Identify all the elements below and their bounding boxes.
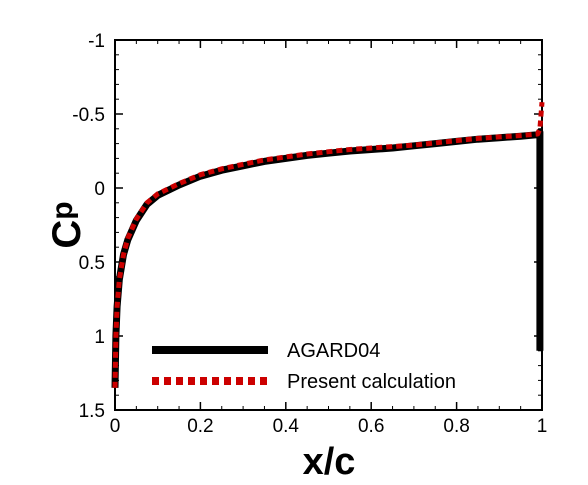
- x-axis-label: x/c: [303, 441, 356, 483]
- axis-tick-labels: 0 0.2 0.4 0.6 0.8 1 -1 -0.5 0 0.5 1 1.5: [72, 31, 547, 437]
- y-axis-label: Cp: [45, 201, 89, 248]
- y-tick-label: 0.5: [79, 253, 105, 274]
- y-tick-label: 1: [94, 327, 105, 348]
- x-tick-label: 0.6: [358, 416, 384, 437]
- legend: AGARD04 Present calculation: [152, 340, 456, 393]
- y-tick-label: -0.5: [72, 105, 105, 126]
- legend-label-agard04: AGARD04: [287, 340, 380, 362]
- x-tick-label: 0.2: [187, 416, 213, 437]
- series-layer: [111, 102, 545, 388]
- series-line-present-calculation: [112, 102, 545, 388]
- x-tick-label: 0.8: [443, 416, 469, 437]
- legend-label-present-calculation: Present calculation: [287, 371, 456, 393]
- x-tick-label: 1: [537, 416, 548, 437]
- y-axis-label-sub: p: [46, 201, 79, 219]
- y-tick-label: 1.5: [79, 401, 105, 422]
- x-tick-label: 0.4: [273, 416, 300, 437]
- series-line-agard04: [111, 128, 544, 388]
- y-tick-label: 0: [94, 179, 105, 200]
- y-axis-label-main: C: [45, 220, 89, 249]
- x-tick-label: 0: [110, 416, 121, 437]
- y-tick-label: -1: [88, 31, 105, 52]
